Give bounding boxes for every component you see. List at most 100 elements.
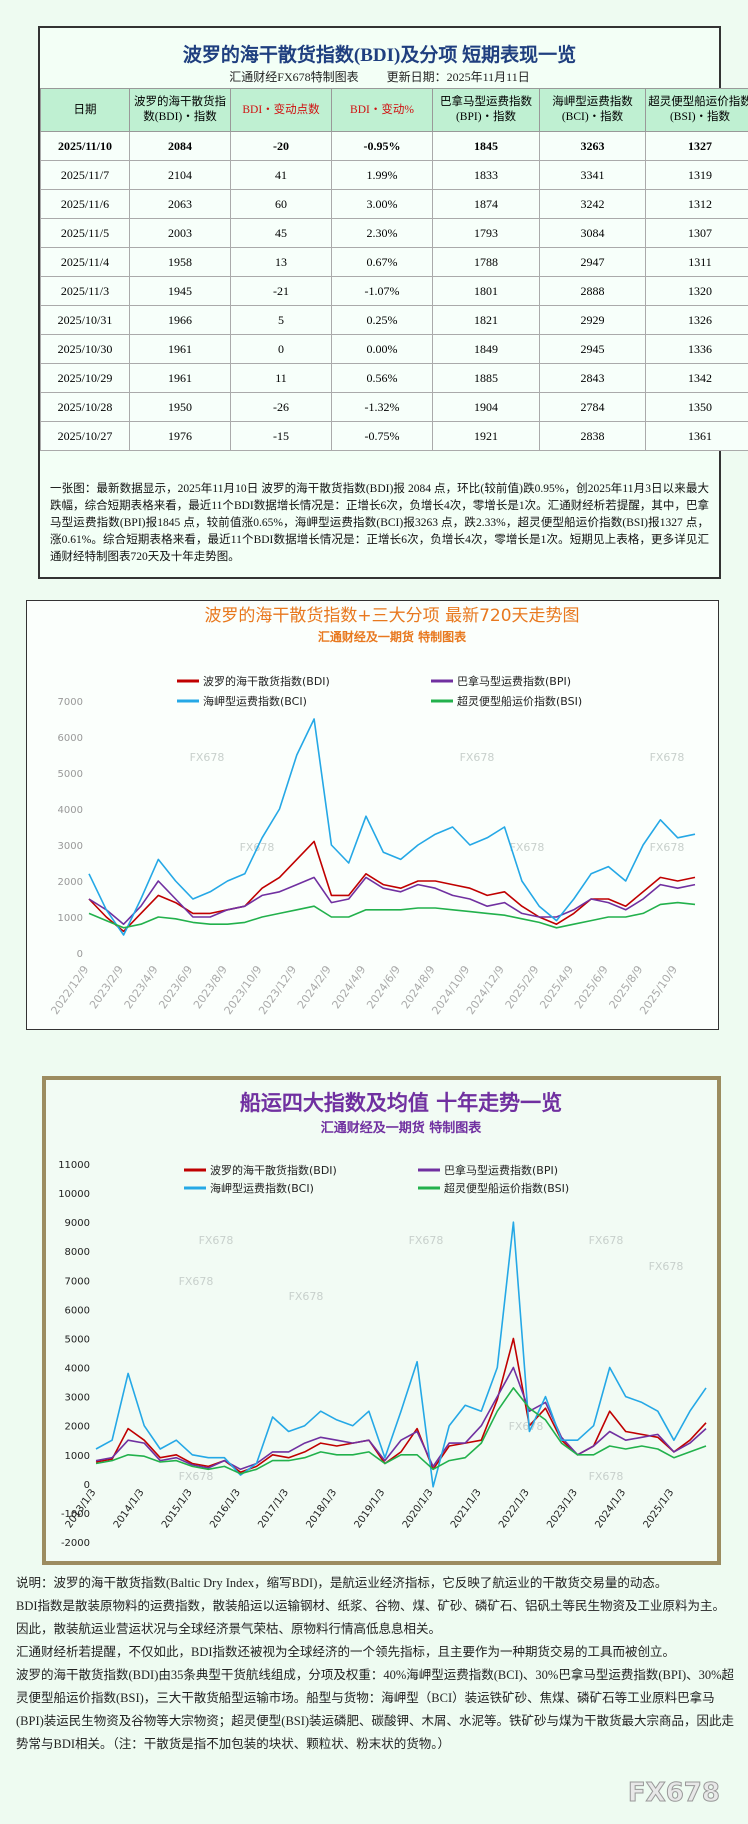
- table-cell: -20: [230, 131, 332, 161]
- table-cell: 1945: [129, 276, 231, 306]
- table-cell: 1.99%: [331, 160, 433, 190]
- x-tick-label: 2024/1/3: [593, 1487, 628, 1530]
- y-tick-label: 2000: [65, 1422, 90, 1433]
- y-tick-label: 2000: [58, 877, 83, 888]
- watermark: FX678: [589, 1470, 624, 1483]
- description: 说明：波罗的海干散货指数(Baltic Dry Index，缩写BDI)，是航运…: [16, 1572, 736, 1756]
- table-cell: 41: [230, 160, 332, 190]
- x-tick-label: 2023/2/9: [87, 963, 126, 1011]
- table-cell: 1326: [645, 305, 748, 335]
- table-cell: 2104: [129, 160, 231, 190]
- legend-label: 巴拿马型运费指数(BPI): [457, 674, 571, 688]
- table-row: 2025/11/6 2063 60 3.00% 1874 3242 1312: [40, 189, 748, 219]
- legend-label: 海岬型运费指数(BCI): [203, 694, 307, 708]
- x-tick-label: 2015/1/3: [160, 1487, 195, 1530]
- source: 汇通财经FX678特制图表: [229, 70, 359, 84]
- watermark: FX678: [650, 841, 685, 854]
- chart-subtitle: 汇通财经及一期货 特制图表: [321, 1120, 483, 1136]
- chart-subtitle: 汇通财经及一期货 特制图表: [318, 629, 467, 644]
- table-cell: 3263: [539, 131, 646, 161]
- x-tick-label: 2023/4/9: [122, 963, 161, 1011]
- table-cell: 1921: [432, 421, 540, 451]
- chart-10y-box: 船运四大指数及均值 十年走势一览 汇通财经及一期货 特制图表 FX678 FX678 F…: [42, 1076, 721, 1565]
- summary-text: 一张图：最新数据显示，2025年11月10日 波罗的海干散货指数(BDI)报 2…: [50, 483, 709, 563]
- x-tick-label: 2025/6/9: [572, 963, 611, 1011]
- table-cell: 5: [230, 305, 332, 335]
- x-tick-label: 2023/1/3: [545, 1487, 580, 1530]
- table-cell: 1904: [432, 392, 540, 422]
- table-cell: 1874: [432, 189, 540, 219]
- x-tick-label: 2025/1/3: [642, 1487, 677, 1530]
- table-cell: 3341: [539, 160, 646, 190]
- y-tick-label: -2000: [61, 1538, 90, 1549]
- y-tick-label: 6000: [58, 733, 83, 744]
- y-tick-label: 7000: [58, 697, 83, 708]
- table-cell: 0.00%: [331, 334, 433, 364]
- table-cell: 1885: [432, 363, 540, 393]
- y-tick-label: 4000: [58, 805, 83, 816]
- y-tick-label: 3000: [65, 1393, 90, 1404]
- watermark: FX678: [650, 751, 685, 764]
- y-tick-label: 5000: [58, 769, 83, 780]
- y-tick-label: 8000: [65, 1247, 90, 1258]
- table-cell: 2025/10/28: [40, 392, 130, 422]
- x-tick-label: 2024/4/9: [329, 963, 368, 1011]
- table-cell: 2.30%: [331, 218, 433, 248]
- series-line: [88, 718, 696, 936]
- series-line: [88, 901, 696, 929]
- table-cell: 2025/10/31: [40, 305, 130, 335]
- table-cell: 2025/10/29: [40, 363, 130, 393]
- table-cell: 1307: [645, 218, 748, 248]
- watermark: FX678: [179, 1470, 214, 1483]
- table-cell: 0.67%: [331, 247, 433, 277]
- watermark: FX678: [649, 1260, 684, 1273]
- table-cell: 1958: [129, 247, 231, 277]
- legend-label: 海岬型运费指数(BCI): [210, 1181, 314, 1195]
- table-cell: 0.56%: [331, 363, 433, 393]
- x-tick-label: 2014/1/3: [112, 1487, 147, 1530]
- x-tick-label: 2016/1/3: [208, 1487, 243, 1530]
- table-cell: 2784: [539, 392, 646, 422]
- watermark: FX678: [289, 1290, 324, 1303]
- table-cell: -1.07%: [331, 276, 433, 306]
- table-cell: 2947: [539, 247, 646, 277]
- table-cell: 0: [230, 334, 332, 364]
- table-cell: 1966: [129, 305, 231, 335]
- table-cell: 3.00%: [331, 189, 433, 219]
- table-title: 波罗的海干散货指数(BDI)及分项 短期表现一览: [182, 45, 577, 66]
- series-line: [95, 1221, 707, 1488]
- table-cell: 1821: [432, 305, 540, 335]
- y-tick-label: 4000: [65, 1364, 90, 1375]
- table-cell: 3084: [539, 218, 646, 248]
- legend-label: 超灵便型船运价指数(BSI): [444, 1181, 569, 1195]
- y-tick-label: -1000: [61, 1509, 90, 1520]
- x-tick-label: 2025/2/9: [503, 963, 542, 1011]
- table-cell: 13: [230, 247, 332, 277]
- series-line: [88, 876, 696, 925]
- table-cell: 1801: [432, 276, 540, 306]
- column-header: 海岬型运费指数(BCI)・指数: [539, 88, 646, 132]
- table-cell: 2003: [129, 218, 231, 248]
- table-row: 2025/11/3 1945 -21 -1.07% 1801 2888 1320: [40, 276, 748, 306]
- y-tick-label: 0: [84, 1480, 90, 1491]
- table-cell: 2025/11/4: [40, 247, 130, 277]
- x-tick-label: 2023/6/9: [156, 963, 195, 1011]
- watermark: FX678: [589, 1234, 624, 1247]
- table-cell: 60: [230, 189, 332, 219]
- table-cell: 2025/11/10: [40, 131, 130, 161]
- y-tick-label: 11000: [58, 1160, 90, 1171]
- table-cell: 1976: [129, 421, 231, 451]
- table-cell: 2838: [539, 421, 646, 451]
- table-cell: 1845: [432, 131, 540, 161]
- x-tick-label: 2019/1/3: [353, 1487, 388, 1530]
- paragraph: BDI指数是散装原物料的运费指数，散装船运以运输钢材、纸浆、谷物、煤、矿砂、磷矿…: [16, 1599, 726, 1636]
- x-tick-label: 2021/1/3: [449, 1487, 484, 1530]
- y-tick-label: 5000: [65, 1334, 90, 1345]
- logo: FX678: [627, 1778, 720, 1809]
- table-cell: 2929: [539, 305, 646, 335]
- x-tick-label: 2020/1/3: [401, 1487, 436, 1530]
- table-cell: -15: [230, 421, 332, 451]
- y-tick-label: 7000: [65, 1276, 90, 1287]
